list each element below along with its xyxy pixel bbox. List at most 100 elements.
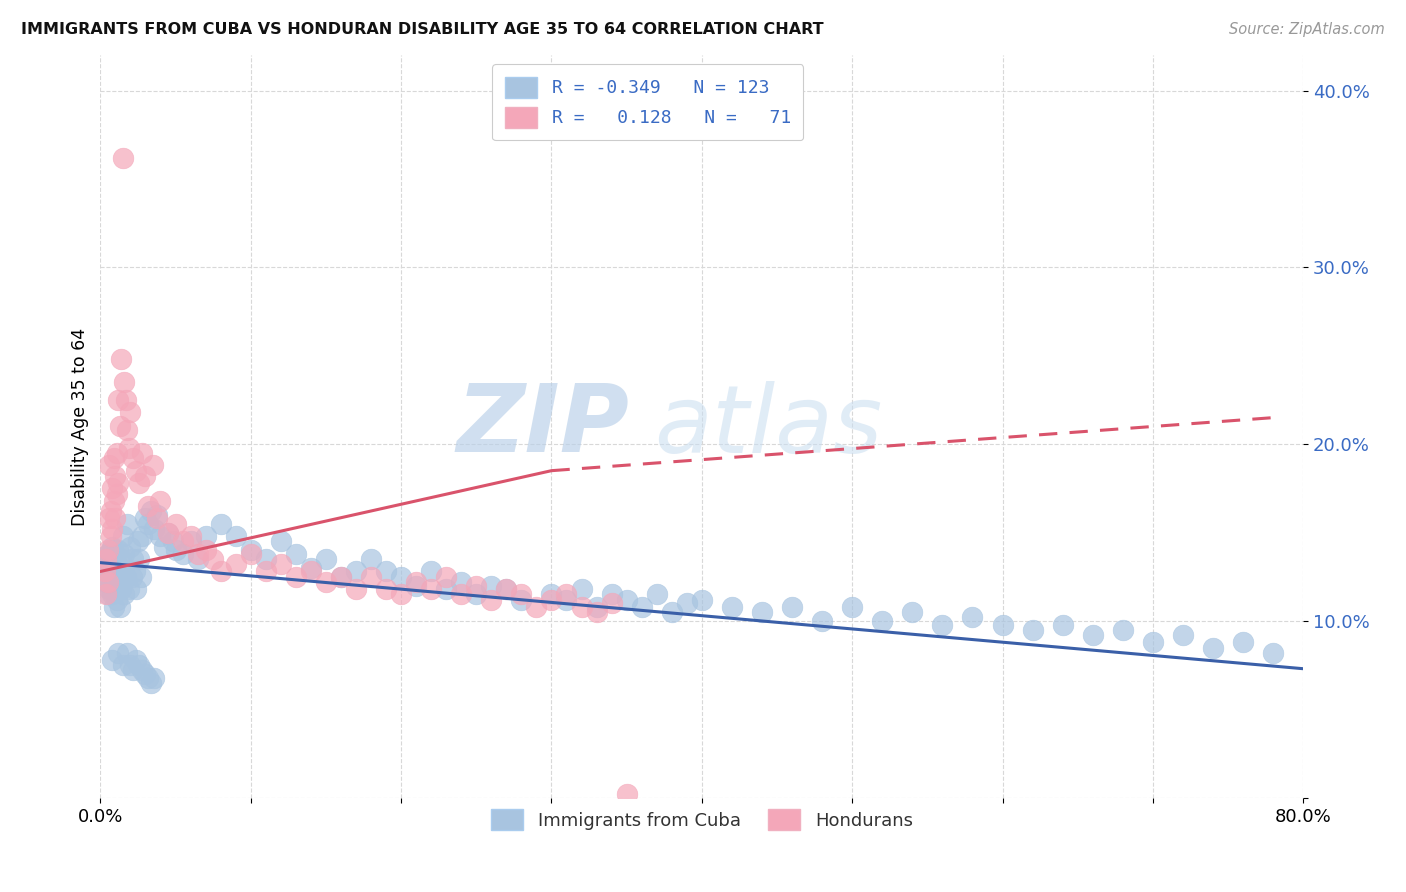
Point xyxy=(1202,640,1225,655)
Point xyxy=(115,570,138,584)
Point xyxy=(98,558,121,572)
Point xyxy=(134,469,156,483)
Point xyxy=(101,587,124,601)
Point xyxy=(344,565,367,579)
Point xyxy=(225,558,247,572)
Point xyxy=(138,499,160,513)
Point xyxy=(115,392,138,407)
Point xyxy=(555,592,578,607)
Point xyxy=(104,579,127,593)
Point xyxy=(107,392,129,407)
Point xyxy=(1142,635,1164,649)
Point xyxy=(645,587,668,601)
Point xyxy=(157,525,180,540)
Point xyxy=(94,565,117,579)
Point xyxy=(100,504,122,518)
Point xyxy=(111,658,134,673)
Point xyxy=(97,547,120,561)
Point xyxy=(209,565,232,579)
Point xyxy=(107,543,129,558)
Legend: Immigrants from Cuba, Hondurans: Immigrants from Cuba, Hondurans xyxy=(479,798,924,841)
Point xyxy=(194,529,217,543)
Point xyxy=(131,446,153,460)
Point xyxy=(254,565,277,579)
Text: Source: ZipAtlas.com: Source: ZipAtlas.com xyxy=(1229,22,1385,37)
Point xyxy=(360,552,382,566)
Point xyxy=(254,552,277,566)
Point xyxy=(101,481,124,495)
Point xyxy=(465,587,488,601)
Point xyxy=(125,653,148,667)
Point xyxy=(270,558,292,572)
Point xyxy=(127,534,149,549)
Point xyxy=(1112,623,1135,637)
Point xyxy=(125,464,148,478)
Point xyxy=(101,540,124,554)
Point xyxy=(112,587,135,601)
Point xyxy=(375,582,398,596)
Point xyxy=(585,599,607,614)
Point xyxy=(344,582,367,596)
Point xyxy=(129,570,152,584)
Point xyxy=(111,529,134,543)
Point xyxy=(105,486,128,500)
Point xyxy=(100,565,122,579)
Y-axis label: Disability Age 35 to 64: Disability Age 35 to 64 xyxy=(72,327,89,525)
Point xyxy=(120,540,142,554)
Point xyxy=(389,570,412,584)
Point xyxy=(134,667,156,681)
Point xyxy=(104,469,127,483)
Point xyxy=(585,605,607,619)
Point xyxy=(479,579,502,593)
Point xyxy=(143,671,166,685)
Point xyxy=(97,543,120,558)
Point xyxy=(131,664,153,678)
Point xyxy=(128,552,150,566)
Point xyxy=(405,579,427,593)
Point xyxy=(98,570,121,584)
Point xyxy=(780,599,803,614)
Point xyxy=(675,596,697,610)
Point xyxy=(630,599,652,614)
Point xyxy=(239,547,262,561)
Point xyxy=(465,579,488,593)
Point xyxy=(1263,646,1285,660)
Point xyxy=(157,525,180,540)
Point xyxy=(122,451,145,466)
Point xyxy=(98,511,121,525)
Point xyxy=(128,658,150,673)
Point xyxy=(101,653,124,667)
Point xyxy=(100,579,122,593)
Point xyxy=(299,561,322,575)
Point xyxy=(96,552,118,566)
Point xyxy=(104,547,127,561)
Point xyxy=(122,664,145,678)
Point xyxy=(510,587,533,601)
Point xyxy=(405,575,427,590)
Point xyxy=(97,561,120,575)
Point xyxy=(105,558,128,572)
Point xyxy=(118,441,141,455)
Point xyxy=(110,352,132,367)
Point xyxy=(284,570,307,584)
Point xyxy=(751,605,773,619)
Point xyxy=(101,552,124,566)
Point xyxy=(284,547,307,561)
Point xyxy=(495,582,517,596)
Text: IMMIGRANTS FROM CUBA VS HONDURAN DISABILITY AGE 35 TO 64 CORRELATION CHART: IMMIGRANTS FROM CUBA VS HONDURAN DISABIL… xyxy=(21,22,824,37)
Point xyxy=(146,508,169,522)
Point xyxy=(315,575,337,590)
Point xyxy=(138,516,160,531)
Point xyxy=(841,599,863,614)
Point xyxy=(149,529,172,543)
Point xyxy=(128,476,150,491)
Point xyxy=(962,610,984,624)
Point xyxy=(122,552,145,566)
Point xyxy=(194,543,217,558)
Point xyxy=(360,570,382,584)
Point xyxy=(117,423,139,437)
Point xyxy=(117,646,139,660)
Point xyxy=(540,592,562,607)
Point xyxy=(420,565,443,579)
Point xyxy=(103,599,125,614)
